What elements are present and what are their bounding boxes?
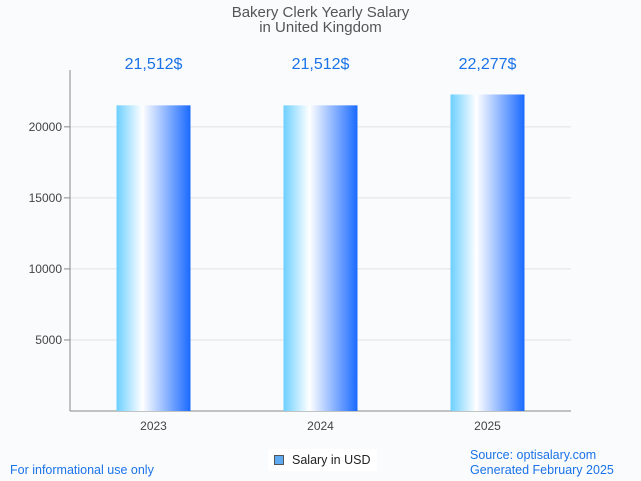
data-label: 22,277$ — [459, 56, 517, 73]
x-tick-label: 2023 — [140, 419, 167, 433]
chart-subtitle: in United Kingdom — [259, 19, 382, 36]
chart-title: Bakery Clerk Yearly Salary — [231, 4, 410, 21]
legend-swatch — [274, 455, 284, 465]
y-tick-label: 15000 — [29, 191, 63, 205]
y-tick-label: 5000 — [35, 333, 62, 347]
bar-2024 — [283, 105, 358, 411]
source-link[interactable]: Source: optisalary.com — [470, 448, 597, 462]
y-tick-label: 20000 — [29, 120, 63, 134]
bar-2023 — [116, 105, 191, 411]
legend-label: Salary in USD — [292, 453, 371, 467]
generated-date: Generated February 2025 — [470, 463, 614, 477]
x-tick-label: 2024 — [307, 419, 334, 433]
data-label: 21,512$ — [125, 56, 183, 73]
disclaimer: For informational use only — [10, 463, 154, 477]
data-label: 21,512$ — [292, 56, 350, 73]
bar-2025 — [450, 94, 525, 411]
legend: Salary in USD — [268, 449, 377, 471]
x-tick-label: 2025 — [474, 419, 501, 433]
y-tick-label: 10000 — [29, 262, 63, 276]
